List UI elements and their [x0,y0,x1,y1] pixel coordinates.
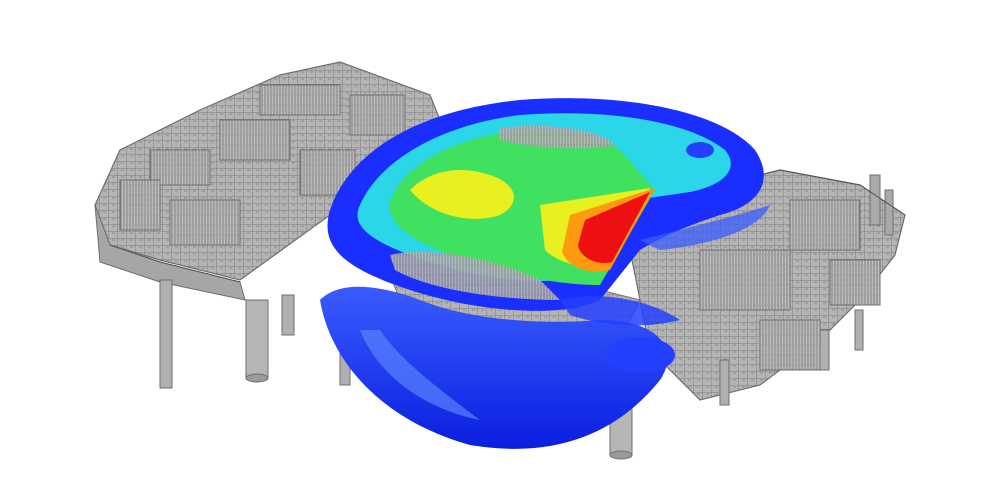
plume-hole [686,142,714,158]
plume-wing [560,296,680,326]
module-block [699,249,791,311]
plume-bowl-sheen [360,330,480,420]
module-block [149,149,211,186]
leg [245,299,269,379]
leg [854,309,864,351]
leg-base [245,373,269,383]
leg [281,294,295,336]
module-block [349,94,406,136]
module-block [219,119,291,161]
stack [869,174,881,226]
module-block [259,84,341,116]
module-block [119,179,161,231]
leg [159,279,173,389]
leg [819,329,830,371]
plume-wing [640,205,770,250]
gas-plume [320,98,770,449]
leg-base [609,450,633,460]
plume-hole [390,251,560,300]
module-block [829,259,881,306]
stack [884,189,894,236]
plume-hole [500,125,615,149]
module-block [759,319,821,371]
leg [719,359,730,406]
plume-core-yellow [410,170,514,219]
platform-structure [94,61,906,460]
plume-bowl [320,286,668,449]
module-block [789,199,861,251]
plume-hotspot-red [578,192,650,264]
module-block [169,199,241,246]
plume-bowl-edge [605,337,675,373]
